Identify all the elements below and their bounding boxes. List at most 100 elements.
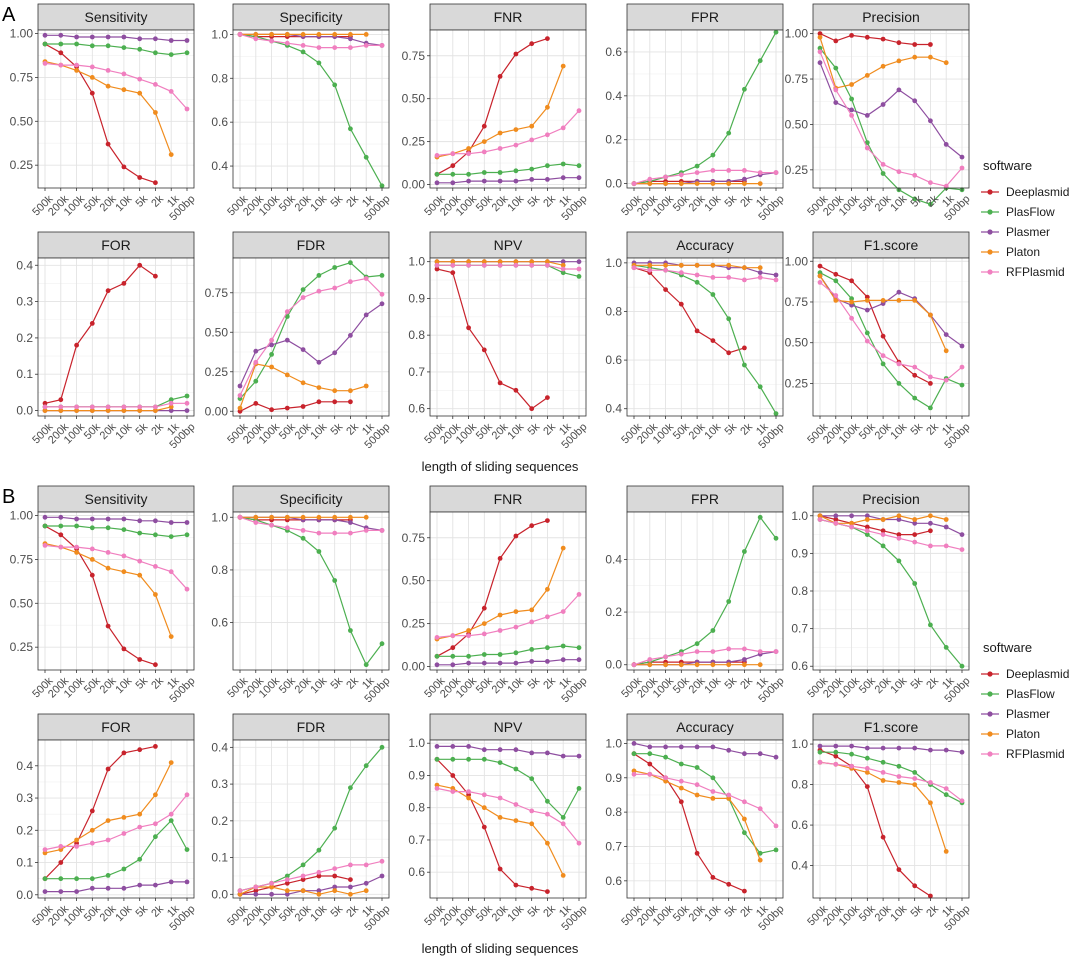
data-point-rfplasmid <box>896 535 902 541</box>
y-tick-label: 0.9 <box>408 768 425 782</box>
data-point-plasflow <box>497 760 503 765</box>
series-line-rfplasmid <box>44 62 188 110</box>
data-point-platon <box>726 181 732 187</box>
data-point-plasmer <box>864 307 870 313</box>
data-point-platon <box>513 818 519 823</box>
y-tick-label: 0.4 <box>605 552 622 566</box>
data-point-plasmer <box>943 524 949 530</box>
y-tick-label: 0.3 <box>16 791 33 805</box>
data-point-plasflow <box>284 314 290 319</box>
data-point-platon <box>912 517 918 522</box>
data-point-deeplasmid <box>105 766 111 772</box>
data-point-plasflow <box>58 876 64 882</box>
data-point-rfplasmid <box>560 609 566 614</box>
data-point-deeplasmid <box>137 657 143 662</box>
data-point-platon <box>300 380 306 386</box>
data-point-rfplasmid <box>42 543 48 548</box>
data-point-rfplasmid <box>959 165 965 171</box>
data-point-platon <box>817 513 823 519</box>
data-point-deeplasmid <box>896 40 902 46</box>
data-point-platon <box>710 796 716 801</box>
data-point-rfplasmid <box>928 374 933 380</box>
data-point-plasflow <box>880 171 886 176</box>
data-point-platon <box>105 83 111 89</box>
x-tick-label: 10k <box>505 675 526 696</box>
data-point-platon <box>545 259 550 265</box>
data-point-platon <box>513 609 519 614</box>
data-point-deeplasmid <box>481 605 487 611</box>
facet-strip <box>429 3 587 31</box>
plot-area <box>430 30 586 188</box>
data-point-rfplasmid <box>694 170 700 176</box>
data-point-deeplasmid <box>726 350 732 356</box>
data-point-deeplasmid <box>880 528 886 534</box>
data-point-rfplasmid <box>497 795 503 801</box>
y-tick-label: 1.00 <box>785 27 809 41</box>
data-point-rfplasmid <box>560 125 566 131</box>
data-point-plasflow <box>896 558 902 564</box>
data-point-platon <box>300 514 306 520</box>
data-point-rfplasmid <box>726 646 732 652</box>
data-point-rfplasmid <box>284 525 290 531</box>
plot-area <box>627 258 783 416</box>
data-point-plasmer <box>58 32 64 38</box>
data-point-platon <box>742 265 747 271</box>
facet-specificity: Specificity0.40.60.81.0500k200k100k50k20… <box>211 3 393 223</box>
legend-label-rfplasmid: RFPlasmid <box>1006 747 1065 761</box>
data-point-rfplasmid <box>880 532 886 537</box>
data-point-rfplasmid <box>663 775 668 781</box>
data-point-plasflow <box>726 130 732 136</box>
data-point-plasmer <box>253 891 259 897</box>
data-point-plasflow <box>497 170 503 175</box>
data-point-rfplasmid <box>237 32 243 37</box>
data-point-plasmer <box>348 36 353 42</box>
facet-f1-score: F1.score0.250.500.751.00500k200k100k50k2… <box>785 231 973 451</box>
series-line-plasflow <box>437 163 580 175</box>
data-point-platon <box>726 262 732 268</box>
data-point-plasflow <box>450 756 456 762</box>
data-point-plasmer <box>153 882 158 888</box>
data-point-plasflow <box>184 393 190 399</box>
data-point-plasflow <box>663 754 668 760</box>
data-point-plasflow <box>864 330 870 336</box>
data-point-plasflow <box>726 599 732 604</box>
series-line-deeplasmid <box>436 38 548 175</box>
data-point-rfplasmid <box>434 153 440 158</box>
series-line-rfplasmid <box>436 110 580 156</box>
data-point-rfplasmid <box>481 792 487 798</box>
y-tick-label: 0.8 <box>408 328 425 342</box>
x-tick-label: 10k <box>505 903 526 924</box>
data-point-platon <box>481 621 487 626</box>
data-point-plasflow <box>300 287 306 292</box>
data-point-rfplasmid <box>300 295 306 300</box>
data-point-plasflow <box>58 41 64 47</box>
data-point-platon <box>896 298 902 303</box>
data-point-plasflow <box>928 201 933 207</box>
facet-accuracy: Accuracy0.40.60.81.0500k200k100k50k20k10… <box>605 231 787 451</box>
data-point-rfplasmid <box>269 38 274 44</box>
series-line-deeplasmid <box>239 875 351 895</box>
data-point-rfplasmid <box>742 646 747 652</box>
data-point-plasflow <box>348 126 353 132</box>
series-line-plasflow <box>633 264 777 414</box>
data-point-rfplasmid <box>757 806 763 812</box>
data-point-platon <box>663 181 668 187</box>
data-point-platon <box>284 888 290 894</box>
data-point-deeplasmid <box>253 888 259 894</box>
series-line-plasmer <box>820 515 963 536</box>
data-point-plasflow <box>434 756 440 762</box>
data-point-deeplasmid <box>153 744 158 749</box>
y-tick-label: 0.8 <box>211 71 228 85</box>
legend-title: software <box>983 158 1032 173</box>
data-point-deeplasmid <box>896 867 902 872</box>
y-tick-label: 0.7 <box>605 839 622 853</box>
data-point-rfplasmid <box>663 174 668 180</box>
data-point-rfplasmid <box>434 786 440 791</box>
plot-border <box>232 739 390 899</box>
data-point-deeplasmid <box>316 399 322 405</box>
data-point-rfplasmid <box>773 170 779 176</box>
plot-border <box>37 257 195 417</box>
data-point-plasflow <box>773 29 779 35</box>
